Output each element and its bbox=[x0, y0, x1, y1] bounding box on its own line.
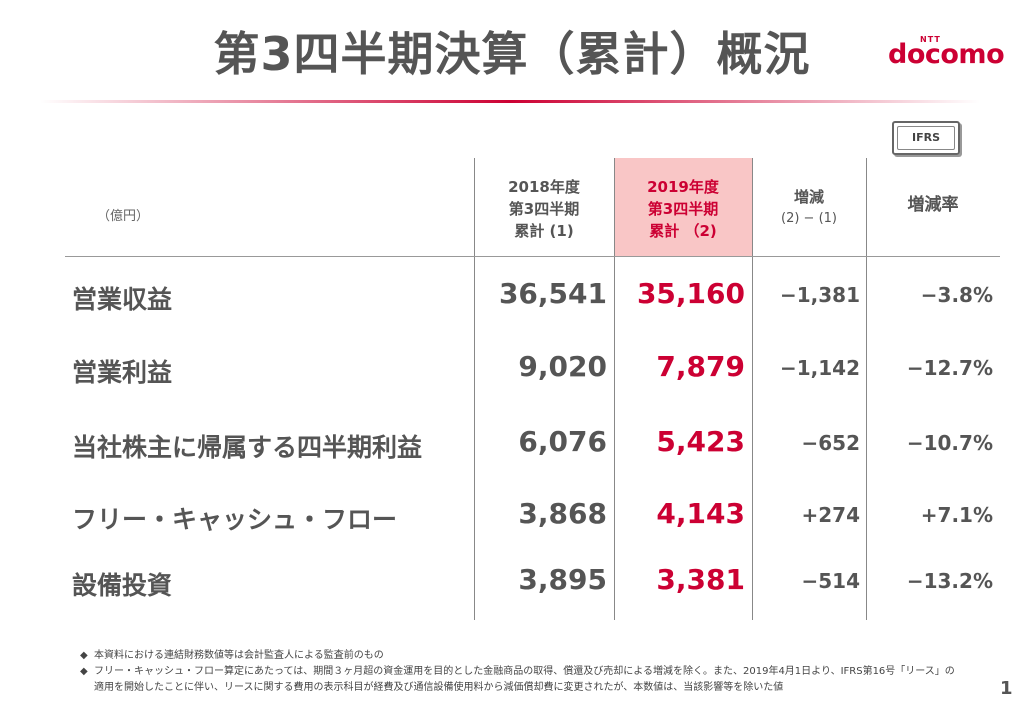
row-value-2019: 7,879 bbox=[656, 350, 745, 383]
header-2019-line3: 累計 （2) bbox=[649, 222, 717, 240]
unit-label: （億円） bbox=[97, 209, 150, 224]
row-value-diff: −1,142 bbox=[779, 356, 860, 380]
row-value-rate: −10.7% bbox=[906, 431, 993, 455]
footnotes: ◆ 本資料における連結財務数値等は会計監査人による監査前のもの ◆ フリー・キャ… bbox=[80, 648, 1000, 696]
header-2019: 2019年度 第3四半期 累計 （2) bbox=[614, 176, 752, 242]
header-2018-line3: 累計 (1) bbox=[514, 222, 574, 240]
header-2018-line1: 2018年度 bbox=[508, 178, 580, 196]
header-diff: 増減 (2) − (1) bbox=[752, 186, 866, 230]
footnote-1-text: 本資料における連結財務数値等は会計監査人による監査前のもの bbox=[94, 650, 384, 661]
title-divider bbox=[40, 100, 980, 103]
header-diff-line1: 増減 bbox=[793, 188, 824, 206]
row-value-2018: 3,868 bbox=[518, 497, 607, 530]
ifrs-badge-label: IFRS bbox=[897, 126, 955, 150]
row-value-rate: −3.8% bbox=[920, 283, 993, 307]
row-value-rate: +7.1% bbox=[920, 503, 993, 527]
row-value-2019: 3,381 bbox=[656, 563, 745, 596]
header-divider bbox=[65, 256, 1000, 257]
docomo-logo: NTT docomo bbox=[888, 35, 1018, 75]
row-value-2018: 9,020 bbox=[518, 350, 607, 383]
logo-main-text: docomo bbox=[888, 39, 1005, 70]
column-divider-3 bbox=[752, 158, 753, 620]
diamond-bullet-icon: ◆ bbox=[80, 666, 88, 677]
row-value-2018: 6,076 bbox=[518, 425, 607, 458]
row-value-2018: 3,895 bbox=[518, 563, 607, 596]
row-value-diff: +274 bbox=[801, 503, 860, 527]
row-value-rate: −13.2% bbox=[906, 569, 993, 593]
column-divider-1 bbox=[474, 158, 475, 620]
row-value-2019: 5,423 bbox=[656, 425, 745, 458]
footnote-2: ◆ フリー・キャッシュ・フロー算定にあたっては、期間３ヶ月超の資金運用を目的とし… bbox=[80, 664, 1000, 680]
row-label: 営業収益 bbox=[72, 285, 173, 314]
row-label: 設備投資 bbox=[72, 571, 173, 600]
ifrs-badge: IFRS bbox=[892, 121, 960, 155]
footnote-2-text: フリー・キャッシュ・フロー算定にあたっては、期間３ヶ月超の資金運用を目的とした金… bbox=[94, 666, 955, 677]
header-diff-line2: (2) − (1) bbox=[781, 211, 837, 226]
row-label: 当社株主に帰属する四半期利益 bbox=[72, 433, 423, 462]
row-value-diff: −652 bbox=[801, 431, 860, 455]
row-value-diff: −514 bbox=[801, 569, 860, 593]
row-value-2019: 4,143 bbox=[656, 497, 745, 530]
footnote-2-continued: 適用を開始したことに伴い、リースに関する費用の表示科目が経費及び通信設備使用料か… bbox=[94, 682, 784, 693]
page-number: 1 bbox=[1000, 678, 1013, 699]
header-2018: 2018年度 第3四半期 累計 (1) bbox=[474, 176, 614, 242]
row-label: フリー・キャッシュ・フロー bbox=[72, 505, 398, 534]
page-title: 第3四半期決算（累計）概況 bbox=[213, 27, 811, 81]
row-value-rate: −12.7% bbox=[906, 356, 993, 380]
row-value-2019: 35,160 bbox=[636, 277, 745, 310]
column-divider-2 bbox=[614, 158, 615, 620]
row-value-2018: 36,541 bbox=[498, 277, 607, 310]
diamond-bullet-icon: ◆ bbox=[80, 650, 88, 661]
current-year-header-highlight bbox=[614, 158, 752, 256]
row-label: 営業利益 bbox=[72, 358, 173, 387]
row-value-diff: −1,381 bbox=[779, 283, 860, 307]
header-2018-line2: 第3四半期 bbox=[508, 200, 580, 218]
column-divider-4 bbox=[866, 158, 867, 620]
header-rate: 増減率 bbox=[907, 195, 959, 215]
logo-ntt-text: NTT bbox=[920, 35, 941, 44]
header-2019-line1: 2019年度 bbox=[647, 178, 719, 196]
header-2019-line2: 第3四半期 bbox=[647, 200, 719, 218]
footnote-1: ◆ 本資料における連結財務数値等は会計監査人による監査前のもの bbox=[80, 648, 1000, 664]
